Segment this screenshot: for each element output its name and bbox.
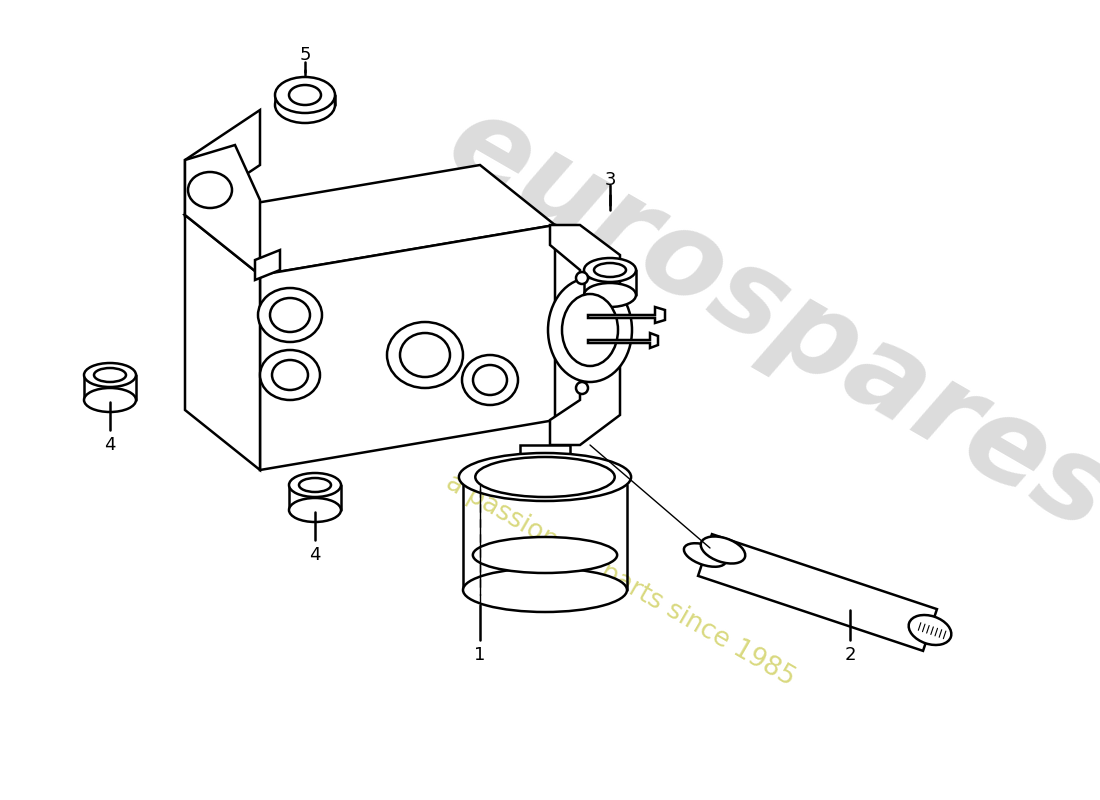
Ellipse shape — [584, 258, 636, 282]
Ellipse shape — [275, 77, 336, 113]
Polygon shape — [255, 250, 280, 280]
Polygon shape — [185, 145, 260, 275]
Text: 4: 4 — [309, 546, 321, 564]
Ellipse shape — [701, 537, 745, 563]
Ellipse shape — [270, 298, 310, 332]
Ellipse shape — [584, 283, 636, 307]
Ellipse shape — [473, 365, 507, 395]
Polygon shape — [185, 215, 260, 470]
Ellipse shape — [473, 537, 617, 573]
Text: 2: 2 — [845, 646, 856, 664]
Ellipse shape — [475, 457, 615, 497]
Ellipse shape — [289, 498, 341, 522]
Polygon shape — [260, 225, 556, 470]
Ellipse shape — [387, 322, 463, 388]
Ellipse shape — [275, 87, 336, 123]
Polygon shape — [185, 110, 260, 215]
Text: 5: 5 — [299, 46, 310, 64]
Ellipse shape — [84, 388, 136, 412]
Polygon shape — [588, 333, 658, 348]
Ellipse shape — [84, 363, 136, 387]
Ellipse shape — [594, 263, 626, 277]
Ellipse shape — [562, 294, 618, 366]
Ellipse shape — [576, 382, 588, 394]
Text: eurospares: eurospares — [428, 84, 1100, 556]
Ellipse shape — [299, 478, 331, 492]
Text: 4: 4 — [104, 436, 116, 454]
Ellipse shape — [548, 278, 632, 382]
Ellipse shape — [289, 85, 321, 105]
Polygon shape — [185, 165, 556, 275]
Text: 1: 1 — [474, 646, 486, 664]
Ellipse shape — [260, 350, 320, 400]
Polygon shape — [698, 534, 937, 651]
Text: a passion for parts since 1985: a passion for parts since 1985 — [441, 469, 800, 691]
Ellipse shape — [459, 453, 631, 501]
Ellipse shape — [188, 172, 232, 208]
Polygon shape — [588, 307, 666, 323]
Ellipse shape — [289, 473, 341, 497]
Ellipse shape — [576, 272, 588, 284]
Ellipse shape — [462, 355, 518, 405]
Polygon shape — [520, 445, 570, 480]
Ellipse shape — [272, 360, 308, 390]
Ellipse shape — [684, 543, 726, 566]
Ellipse shape — [258, 288, 322, 342]
Ellipse shape — [909, 615, 952, 645]
Ellipse shape — [400, 333, 450, 377]
Ellipse shape — [463, 568, 627, 612]
Polygon shape — [550, 225, 620, 445]
Ellipse shape — [94, 368, 126, 382]
Text: 3: 3 — [604, 171, 616, 189]
